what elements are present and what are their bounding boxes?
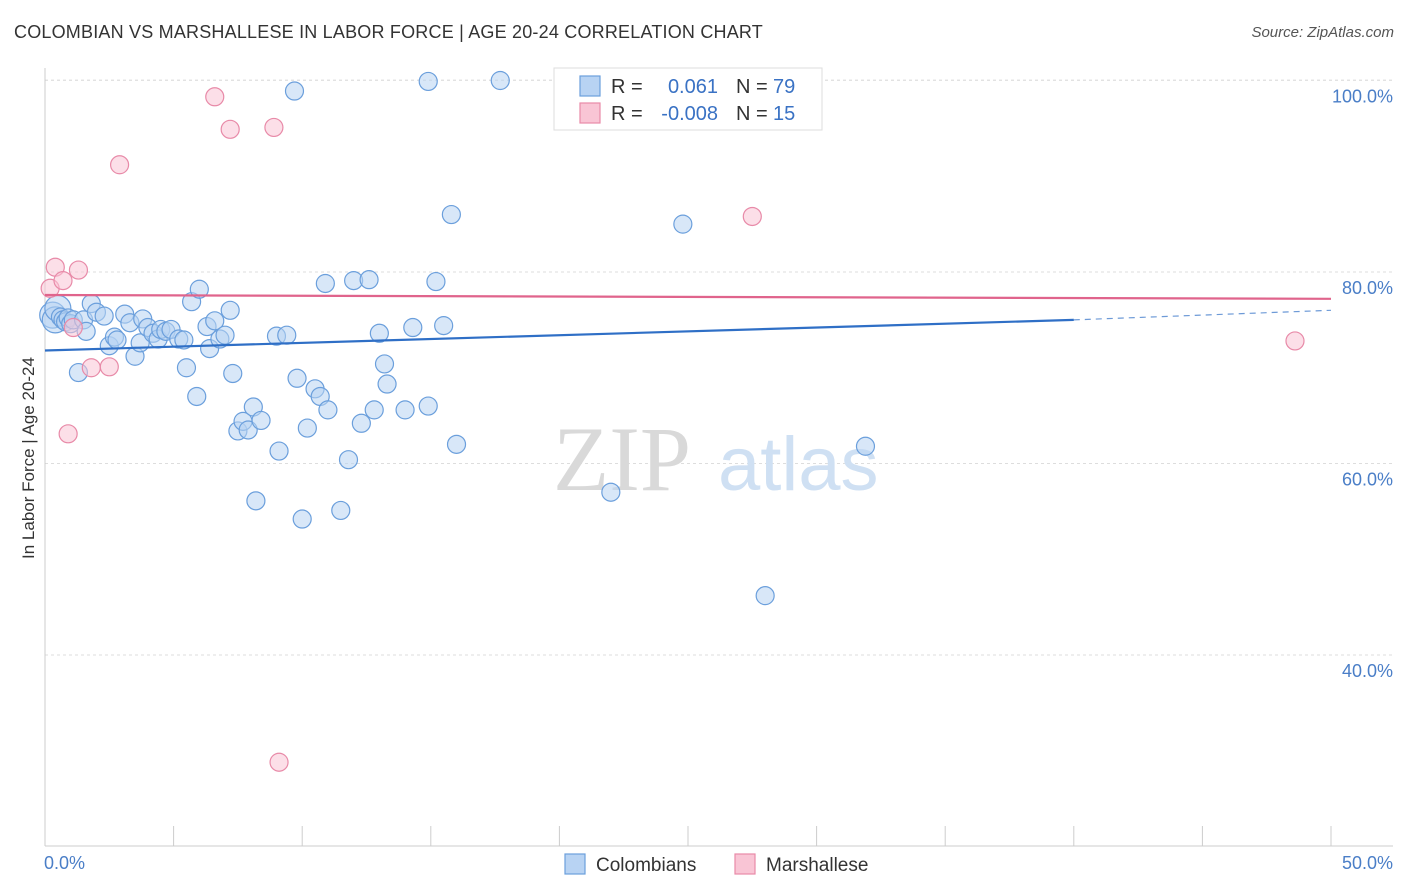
colombians-point-14 (94, 306, 114, 326)
axes (44, 68, 1393, 847)
series-legend-label-marshallese: Marshallese (766, 855, 868, 876)
colombians-point-72 (426, 271, 446, 292)
x-tick-label-min: 0.0% (44, 853, 85, 873)
colombians-point-47 (251, 410, 271, 431)
colombians-point-44 (238, 420, 258, 440)
colombians-point-76 (490, 70, 510, 91)
colombians-point-58 (318, 400, 338, 420)
colombians-point-69 (403, 317, 423, 338)
colombians-point-65 (369, 323, 389, 343)
colombians-point-50 (277, 325, 297, 345)
marshallese-point-8 (109, 155, 130, 175)
series-legend-label-colombians: Colombians (596, 855, 696, 876)
colombians-point-46 (246, 491, 266, 511)
legend-n-value-colombians: 79 (773, 76, 795, 98)
colombians-point-60 (338, 450, 359, 470)
colombians-point-49 (269, 441, 289, 461)
series-legend-swatch-marshallese (734, 853, 756, 875)
marshallese-point-10 (220, 119, 240, 139)
colombians-point-31 (176, 358, 197, 378)
marshallese-point-5 (68, 260, 89, 280)
colombians-point-73 (434, 316, 454, 336)
legend-r-value-colombians: 0.061 (668, 76, 718, 98)
legend-swatch-marshallese (579, 102, 601, 124)
colombians-point-63 (359, 270, 379, 290)
y-tick-label-100: 100.0% (1332, 87, 1393, 107)
y-tick-label-60: 60.0% (1342, 470, 1393, 490)
legend-n-label-colombians: N = (736, 76, 768, 98)
colombians-point-37 (205, 311, 225, 331)
colombians-point-54 (297, 418, 317, 438)
colombians-point-64 (364, 400, 384, 420)
x-ticks (44, 826, 1332, 846)
watermark-atlas: atlas (718, 422, 879, 507)
marshallese-point-14 (1285, 331, 1305, 351)
marshallese-trend-line (44, 293, 1332, 300)
series-legend-swatch-colombians (564, 853, 586, 875)
legend-r-value-marshallese: -0.008 (661, 103, 718, 125)
marshallese-point-6 (81, 358, 101, 378)
colombians-point-41 (223, 363, 243, 384)
colombians-point-33 (187, 386, 207, 407)
y-axis-label: In Labor Force | Age 20-24 (19, 357, 38, 559)
x-tick-label-max: 50.0% (1342, 853, 1393, 873)
colombians-point-51 (284, 81, 305, 101)
legend-swatch-colombians (579, 75, 601, 97)
marshallese-point-11 (264, 117, 284, 138)
colombians-point-62 (351, 413, 371, 433)
y-tick-labels: 40.0% 60.0% 80.0% 100.0% (1332, 87, 1393, 682)
colombians-point-82 (855, 436, 876, 456)
colombians-points (39, 70, 876, 606)
colombians-point-74 (441, 204, 461, 225)
colombians-point-52 (287, 368, 307, 388)
marshallese-point-12 (269, 752, 289, 772)
colombians-point-70 (418, 396, 438, 416)
marshallese-point-4 (63, 317, 83, 338)
colombians-point-30 (174, 330, 194, 350)
colombians-point-67 (377, 374, 397, 394)
marshallese-point-2 (53, 271, 73, 291)
colombians-point-57 (315, 273, 335, 294)
marshallese-point-3 (58, 424, 78, 444)
chart-title: COLOMBIAN VS MARSHALLESE IN LABOR FORCE … (14, 22, 763, 42)
colombians-point-34 (189, 279, 209, 299)
colombians-point-68 (395, 400, 415, 420)
series-legend: Colombians Marshallese (564, 853, 868, 876)
colombians-point-66 (374, 354, 395, 374)
watermark-zip: ZIP (553, 408, 691, 510)
y-tick-label-80: 80.0% (1342, 278, 1393, 298)
colombians-trend-line (44, 318, 1074, 352)
watermark: ZIP atlas (553, 408, 879, 510)
colombians-point-17 (107, 330, 127, 350)
legend-n-value-marshallese: 15 (773, 103, 795, 125)
source-credit: Source: ZipAtlas.com (1251, 24, 1394, 41)
marshallese-point-13 (742, 206, 762, 227)
colombians-point-80 (755, 586, 775, 606)
legend-r-label-marshallese: R = (611, 103, 643, 125)
trend-lines (44, 293, 1332, 352)
marshallese-point-7 (99, 357, 119, 377)
colombians-point-75 (446, 434, 467, 454)
legend-n-label-marshallese: N = (736, 103, 768, 125)
colombians-point-77 (601, 482, 621, 502)
colombians-point-71 (418, 71, 438, 92)
colombians-trend-extension (1073, 309, 1332, 321)
marshallese-point-9 (205, 87, 225, 107)
grid-lines (45, 79, 1393, 656)
colombians-point-53 (292, 509, 312, 529)
correlation-legend: R = 0.061 N = 79 R = -0.008 N = 15 (553, 67, 823, 131)
marshallese-points (40, 87, 1305, 772)
colombians-point-59 (331, 500, 351, 521)
y-tick-label-40: 40.0% (1342, 661, 1393, 681)
colombians-point-40 (220, 300, 240, 320)
colombians-point-39 (215, 325, 235, 345)
colombians-point-78 (673, 214, 693, 234)
legend-r-label-colombians: R = (611, 76, 643, 98)
